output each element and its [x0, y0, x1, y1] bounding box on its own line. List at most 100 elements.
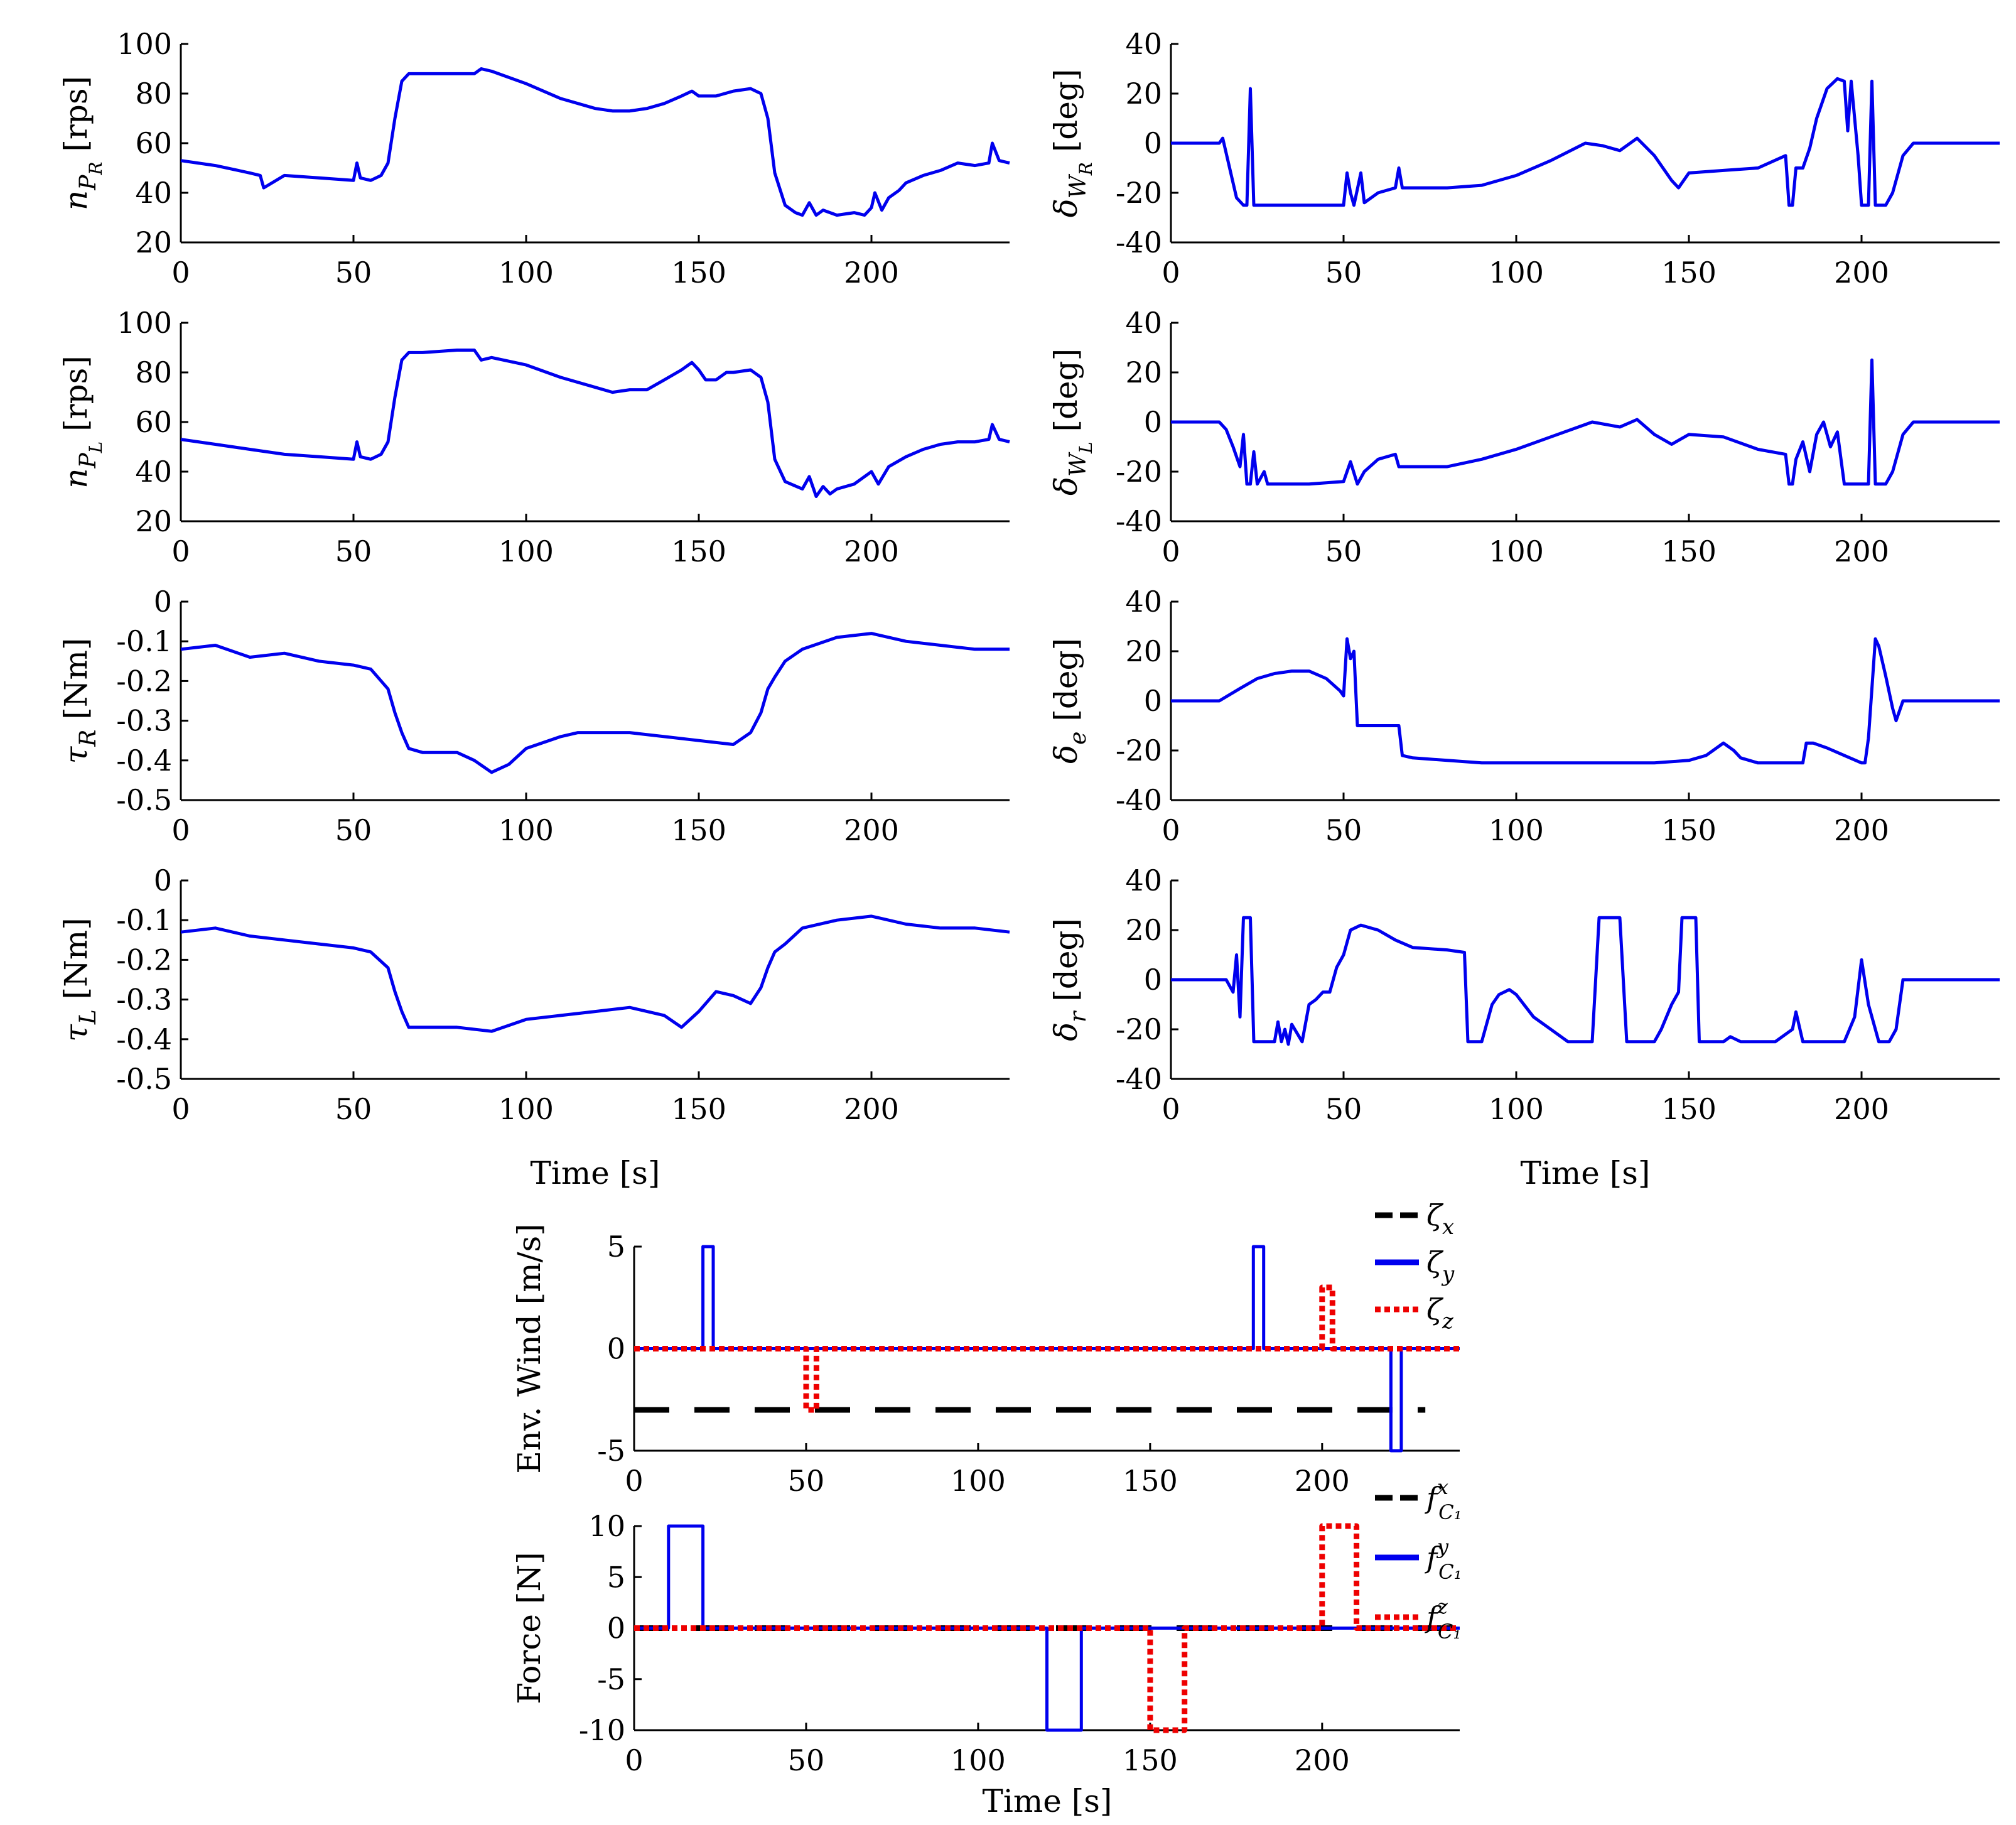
y-tick-label: 0	[1144, 126, 1162, 160]
y-tick-label: -0.2	[116, 943, 172, 977]
y-tick-label: 80	[135, 77, 172, 111]
x-tick-label: 200	[844, 813, 899, 847]
legend-entry-1: ζy	[1426, 1245, 1455, 1287]
y-tick-label: -0.4	[116, 1022, 172, 1056]
y-tick-label: 60	[135, 126, 172, 160]
series-line-wind-1	[634, 1245, 1460, 1453]
y-tick-label: 10	[588, 1509, 625, 1543]
y-tick-label: -20	[1116, 176, 1162, 210]
x-tick-label: 150	[1661, 534, 1717, 568]
x-tick-label: 50	[1325, 813, 1362, 847]
y-axis-label: τL [Nm]	[58, 918, 101, 1042]
y-tick-label: -40	[1116, 1062, 1162, 1096]
y-tick-label: 80	[135, 355, 172, 389]
y-tick-label: 0	[607, 1332, 625, 1366]
y-tick-label: -0.5	[116, 783, 172, 817]
x-tick-label: 100	[499, 256, 554, 290]
y-tick-label: -40	[1116, 783, 1162, 817]
y-tick-label: -0.2	[116, 664, 172, 698]
x-tick-label: 100	[1489, 813, 1544, 847]
y-tick-label: 40	[1125, 864, 1162, 897]
y-axis-label: δWL [deg]	[1048, 349, 1096, 496]
x-tick-label: 0	[1162, 1092, 1180, 1126]
x-tick-label: 100	[951, 1743, 1006, 1777]
x-tick-label: 150	[671, 1092, 726, 1126]
x-tick-label: 200	[844, 256, 899, 290]
panel-nPL: 0 50 100 150 200 20 40 60 80 100 nPL [rps]	[58, 306, 1010, 568]
y-tick-label: -40	[1116, 225, 1162, 259]
y-tick-label: 0	[154, 585, 172, 619]
x-tick-label: 0	[171, 534, 190, 568]
legend-entry-0: ζx	[1426, 1198, 1454, 1240]
x-tick-label: 200	[1834, 813, 1889, 847]
panel-nPR: 0 50 100 150 200 20 40 60 80 100 nPR [rps]	[58, 27, 1010, 290]
x-tick-label: 100	[499, 813, 554, 847]
x-tick-label: 100	[499, 534, 554, 568]
x-tick-label: 150	[1661, 256, 1717, 290]
x-tick-label: 100	[951, 1464, 1006, 1498]
panel-tauR: 0 50 100 150 200 -0.5 -0.4 -0.3 -0.2 -0.1 0 τR [Nm]	[58, 585, 1010, 847]
y-tick-label: 0	[607, 1611, 625, 1645]
x-tick-label: 50	[335, 1092, 372, 1126]
y-axis-label: Env. Wind [m/s]	[511, 1223, 547, 1473]
x-tick-label: 0	[625, 1464, 643, 1498]
series-line-tauL-0	[180, 914, 1010, 1033]
y-tick-label: 40	[135, 176, 172, 210]
y-tick-label: 0	[154, 864, 172, 897]
panel-dWR: 0 50 100 150 200 -40 -20 0 20 40 δWR [deg]	[1048, 27, 2000, 290]
y-tick-label: 20	[135, 504, 172, 538]
x-tick-label: 0	[1162, 813, 1180, 847]
y-tick-label: -20	[1116, 734, 1162, 767]
x-tick-label: 0	[171, 813, 190, 847]
x-tick-label: 50	[1325, 1092, 1362, 1126]
y-tick-label: 40	[1125, 585, 1162, 619]
y-axis-label: nPR [rps]	[58, 76, 106, 210]
x-tick-label: 100	[1489, 1092, 1544, 1126]
series-line-tauR-0	[180, 632, 1010, 774]
panel-tauL: 0 50 100 150 200 -0.5 -0.4 -0.3 -0.2 -0.1 0 τL [Nm]	[58, 864, 1010, 1126]
x-tick-label: 150	[671, 256, 726, 290]
y-tick-label: 20	[1125, 913, 1162, 947]
series-line-force-2	[634, 1523, 1460, 1733]
y-axis-label: δWR [deg]	[1048, 69, 1096, 218]
x-tick-label: 50	[335, 534, 372, 568]
y-tick-label: 0	[1144, 405, 1162, 439]
x-tick-label: 0	[171, 256, 190, 290]
y-tick-label: 5	[607, 1560, 625, 1594]
x-tick-label: 150	[1123, 1464, 1178, 1498]
series-line-dWL-0	[1171, 358, 2000, 486]
x-tick-label: 50	[788, 1464, 825, 1498]
y-tick-label: 20	[1125, 355, 1162, 389]
y-tick-label: 40	[1125, 27, 1162, 61]
y-tick-label: -5	[597, 1434, 625, 1468]
series-line-nPL-0	[180, 349, 1010, 498]
series-line-wind-2	[634, 1284, 1460, 1413]
x-tick-label: 200	[1295, 1743, 1350, 1777]
legend-entry-0: fx C₁	[1425, 1475, 1462, 1524]
panel-dr: 0 50 100 150 200 -40 -20 0 20 40 δr [deg]	[1048, 864, 2000, 1126]
x-tick-label: 50	[335, 813, 372, 847]
y-tick-label: -0.1	[116, 624, 172, 658]
x-tick-label: 150	[671, 813, 726, 847]
x-tick-label: 50	[788, 1743, 825, 1777]
y-tick-label: -5	[597, 1662, 625, 1696]
y-axis-label: δr [deg]	[1048, 918, 1091, 1041]
y-tick-label: -0.3	[116, 704, 172, 738]
y-tick-label: -0.1	[116, 903, 172, 937]
y-tick-label: 5	[607, 1230, 625, 1264]
series-line-dr-0	[1171, 916, 2000, 1046]
y-axis-label: τR [Nm]	[58, 638, 101, 764]
x-tick-label: 100	[499, 1092, 554, 1126]
panel-dWL: 0 50 100 150 200 -40 -20 0 20 40 δWL [deg]	[1048, 306, 2000, 568]
y-axis-label: nPL [rps]	[58, 355, 106, 489]
y-tick-label: 40	[1125, 306, 1162, 340]
x-tick-label: 200	[1834, 534, 1889, 568]
x-tick-label: 200	[844, 534, 899, 568]
y-tick-label: -20	[1116, 455, 1162, 489]
x-tick-label: 200	[1834, 1092, 1889, 1126]
x-tick-label: 150	[1661, 813, 1717, 847]
series-line-nPR-0	[180, 67, 1010, 217]
legend-entry-2: fz C₁	[1425, 1595, 1461, 1644]
legend-entry-2: ζz	[1426, 1292, 1454, 1334]
